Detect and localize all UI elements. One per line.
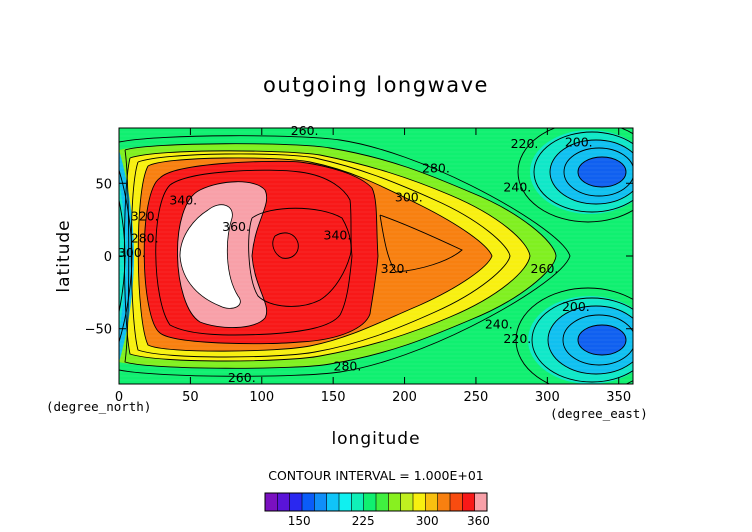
contour-map bbox=[119, 128, 633, 384]
colorbar-swatch bbox=[302, 493, 315, 511]
x-axis-label: longitude bbox=[331, 429, 420, 449]
contour-label: 260. bbox=[228, 370, 256, 385]
colorbar-swatch bbox=[277, 493, 290, 511]
colorbar-swatch bbox=[265, 493, 278, 511]
colorbar-swatch bbox=[437, 493, 451, 511]
colorbar: 150 225 300 360 bbox=[264, 492, 490, 528]
contour-label: 240. bbox=[485, 316, 513, 331]
colorbar-swatch bbox=[376, 493, 389, 511]
y-tick-label: −50 bbox=[85, 323, 112, 338]
contour-label: 300. bbox=[395, 190, 423, 205]
low-south bbox=[528, 296, 633, 384]
fill-above-370 bbox=[179, 204, 241, 309]
colorbar-swatch bbox=[413, 493, 426, 511]
colorbar-swatch bbox=[326, 493, 340, 511]
x-axis: 0 50 100 150 200 250 300 350 bbox=[115, 128, 631, 405]
colorbar-swatch bbox=[289, 493, 303, 511]
colorbar-swatch bbox=[388, 493, 401, 511]
colorbar-swatch bbox=[314, 493, 327, 511]
x-tick-label: 50 bbox=[182, 390, 199, 405]
x-tick-label: 250 bbox=[464, 390, 489, 405]
x-tick-label: 0 bbox=[115, 390, 123, 405]
colorbar-swatch bbox=[351, 493, 364, 511]
contour-label: 280. bbox=[422, 161, 450, 176]
contour-label: 200. bbox=[562, 299, 590, 314]
x-tick-label: 150 bbox=[321, 390, 346, 405]
contour-label: 220. bbox=[511, 136, 539, 151]
x-tick-label: 200 bbox=[392, 390, 417, 405]
contour-label: 280. bbox=[334, 358, 362, 373]
contour-label: 260. bbox=[291, 123, 319, 138]
contour-label: 220. bbox=[503, 331, 531, 346]
y-axis: −50 0 50 bbox=[85, 177, 633, 338]
x-tick-label: 300 bbox=[535, 390, 560, 405]
contour-label: 280. bbox=[131, 230, 159, 245]
colorbar-swatch bbox=[474, 493, 488, 511]
contour-label: 340. bbox=[324, 228, 352, 243]
colorbar-swatch bbox=[400, 493, 414, 511]
colorbar-swatch bbox=[339, 493, 352, 511]
fill-west-edge bbox=[119, 150, 134, 362]
y-tick-label: 50 bbox=[95, 177, 112, 192]
contour-label: 300. bbox=[118, 245, 146, 260]
low-north bbox=[530, 130, 633, 214]
contour-labels: 260. 220. 200. 280. 240. 300. 340. 320. 360. 340.… bbox=[118, 123, 593, 385]
contour-label: 320. bbox=[131, 209, 159, 224]
x-tick-label: 100 bbox=[249, 390, 274, 405]
colorbar-tick-label: 360 bbox=[467, 514, 490, 528]
y-axis-label: latitude bbox=[54, 219, 74, 292]
x-axis-units: (degree_east) bbox=[550, 406, 648, 421]
contour-label: 200. bbox=[565, 134, 593, 149]
colorbar-swatch bbox=[450, 493, 463, 511]
colorbar-swatch bbox=[462, 493, 475, 511]
chart-title: outgoing longwave bbox=[263, 73, 489, 97]
colorbar-swatch bbox=[363, 493, 377, 511]
y-axis-units: (degree_north) bbox=[46, 399, 151, 414]
colorbar-tick-label: 225 bbox=[352, 514, 375, 528]
x-tick-label: 350 bbox=[606, 390, 631, 405]
y-tick-label: 0 bbox=[104, 250, 112, 265]
contour-label: 240. bbox=[503, 180, 531, 195]
contour-label: 360. bbox=[222, 219, 250, 234]
colorbar-tick-label: 300 bbox=[416, 514, 439, 528]
colorbar-tick-label: 150 bbox=[288, 514, 311, 528]
contour-label: 320. bbox=[381, 261, 409, 276]
contour-lines bbox=[119, 128, 633, 384]
contour-label: 340. bbox=[169, 193, 197, 208]
contour-interval-note: CONTOUR INTERVAL = 1.000E+01 bbox=[268, 468, 484, 483]
colorbar-swatch bbox=[425, 493, 438, 511]
contour-label: 260. bbox=[531, 261, 559, 276]
